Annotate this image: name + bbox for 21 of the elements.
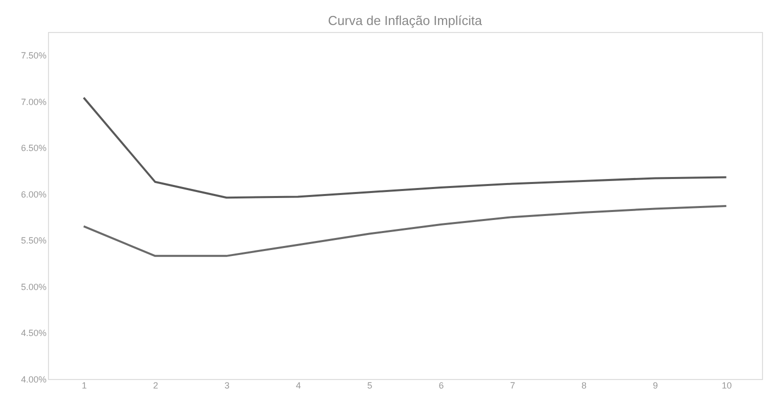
x-tick-label: 6 [438, 380, 444, 390]
line-series [82, 96, 728, 199]
y-tick-label: 6.00% [20, 189, 46, 200]
x-tick-label: 1 [82, 380, 87, 390]
y-tick-label: 7.50% [20, 50, 46, 61]
x-tick-label: 4 [296, 380, 301, 390]
y-tick-label: 5.00% [20, 282, 46, 292]
chart-title: Curva de Inflação Implícita [328, 13, 483, 28]
x-tick-label: 10 [722, 380, 732, 390]
y-tick-label: 4.00% [20, 374, 46, 384]
line-series [82, 204, 728, 257]
x-tick-label: 7 [510, 380, 516, 390]
x-tick-label: 9 [652, 380, 658, 390]
y-tick-label: 6.50% [20, 143, 46, 154]
x-tick-label: 2 [153, 380, 158, 390]
x-tick-label: 3 [224, 380, 230, 390]
y-tick-label: 4.50% [20, 328, 46, 338]
y-tick-label: 5.50% [20, 236, 46, 246]
y-tick-label: 7.00% [20, 96, 46, 107]
x-tick-label: 8 [581, 380, 587, 390]
x-tick-label: 5 [367, 380, 372, 390]
